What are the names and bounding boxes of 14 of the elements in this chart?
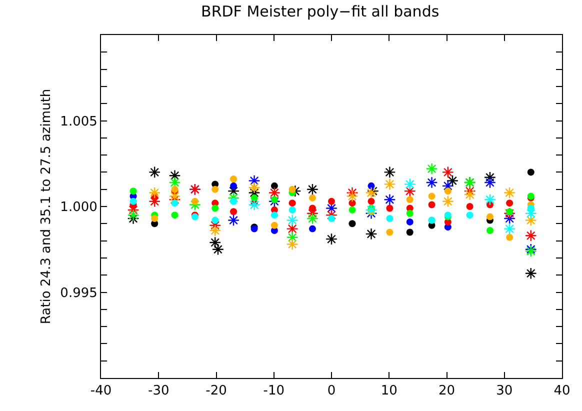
x-tick-label: 10 xyxy=(380,384,398,399)
x-tick-label: 30 xyxy=(496,384,513,399)
x-tick-label: -40 xyxy=(90,384,112,399)
y-axis-title: Ratio 24.3 and 35.1 to 27.5 azimuth xyxy=(39,88,54,324)
y-tick-label: 1.005 xyxy=(60,114,98,130)
y-tick-label: 0.995 xyxy=(60,286,98,301)
x-tick-label: 20 xyxy=(438,384,456,399)
x-tick-label: -10 xyxy=(263,384,284,399)
y-tick-label: 1.000 xyxy=(60,200,98,216)
chart-title: BRDF Meister poly−fit all bands xyxy=(201,2,440,21)
x-tick-label: 40 xyxy=(554,384,570,399)
x-tick-label: 0 xyxy=(327,384,336,399)
x-tick-label: -20 xyxy=(206,384,227,399)
x-tick-label: -30 xyxy=(148,384,170,399)
